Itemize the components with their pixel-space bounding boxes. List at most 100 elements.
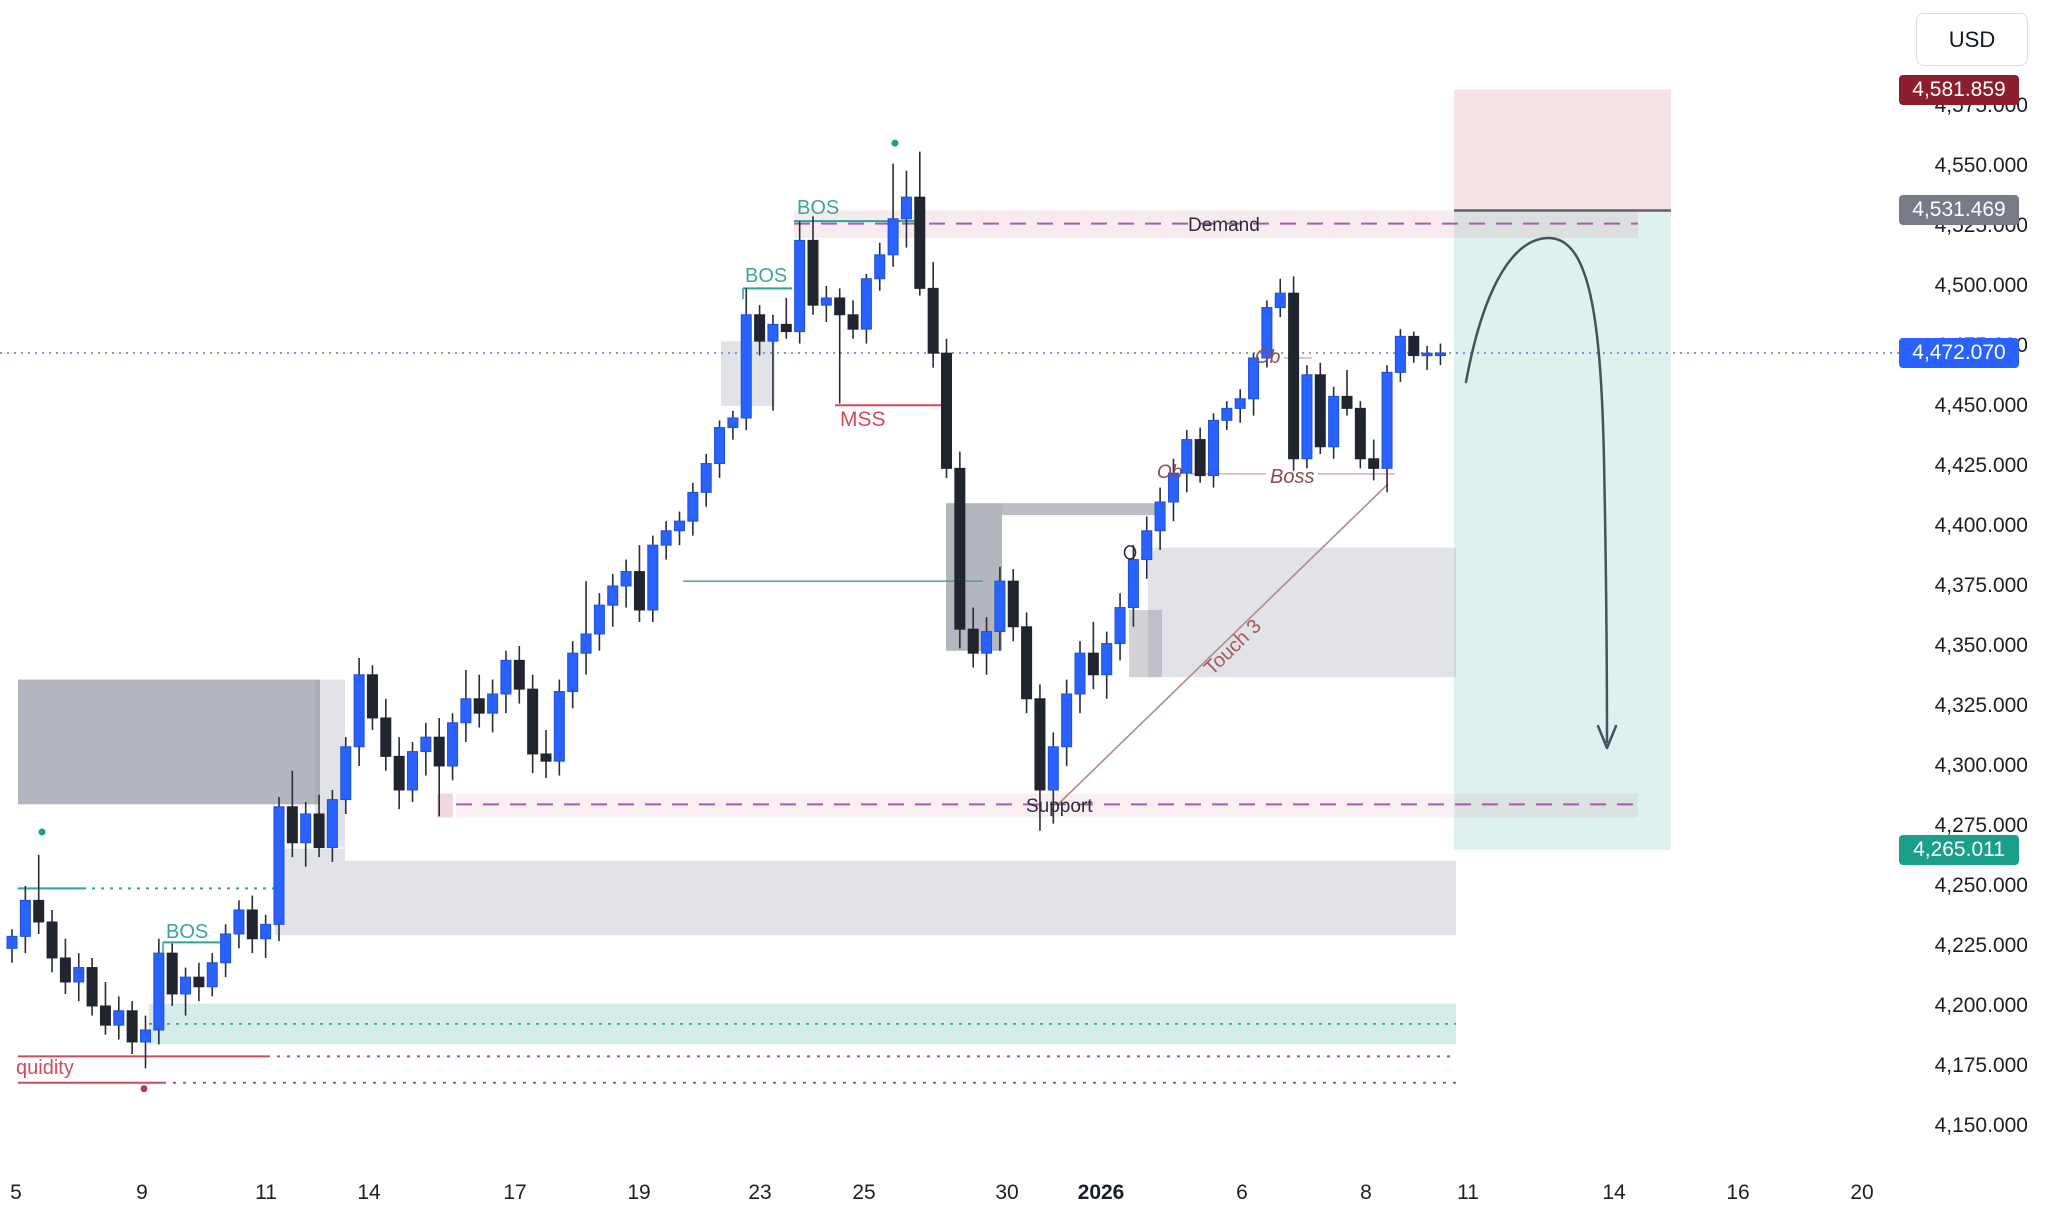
support-label[interactable]: Support — [1026, 796, 1093, 817]
candle-down — [286, 806, 298, 844]
bos-label-3[interactable]: BOS — [166, 921, 208, 943]
green-zone-bottom[interactable] — [149, 1003, 1456, 1045]
demand-label[interactable]: Demand — [1188, 215, 1260, 236]
time-tick-6: 6 — [1236, 1181, 1248, 1204]
target-zone-right[interactable] — [1454, 210, 1671, 850]
candle-up — [1047, 746, 1059, 791]
price-tick: 4,175.000 — [1934, 1053, 2028, 1077]
price-tick: 4,225.000 — [1934, 933, 2028, 957]
liquidity-label[interactable]: quidity — [16, 1057, 74, 1079]
candle-up — [19, 899, 31, 937]
candle-up — [500, 659, 512, 695]
candle-up — [1127, 559, 1139, 609]
candle-down — [1354, 407, 1366, 460]
candle-down — [1314, 374, 1326, 448]
time-tick-8: 8 — [1360, 1181, 1372, 1204]
candle-up — [1181, 439, 1193, 474]
candle-down — [126, 1010, 138, 1043]
candle-up — [1234, 398, 1246, 409]
projection-arrow[interactable] — [1464, 236, 1609, 744]
candle-down — [847, 314, 859, 330]
time-tick-14: 14 — [357, 1181, 381, 1204]
swing-high-dot-left — [38, 828, 46, 836]
candle-up — [73, 967, 85, 983]
time-tick-9: 9 — [136, 1181, 148, 1204]
supply-zone-right[interactable] — [1454, 89, 1671, 211]
time-tick-20: 20 — [1850, 1181, 1874, 1204]
ob-label-2[interactable]: Ob — [1255, 347, 1280, 368]
candle-up — [1328, 395, 1340, 448]
candle-up — [887, 218, 899, 256]
candle-down — [1194, 439, 1206, 477]
candle-up — [407, 751, 418, 791]
candle-up — [220, 933, 232, 964]
left-dark-box[interactable] — [18, 679, 320, 805]
bottom-gray-band[interactable] — [345, 860, 1456, 936]
time-tick-25: 25 — [852, 1181, 876, 1204]
candle-up — [553, 691, 565, 762]
candle-up — [820, 297, 832, 306]
candle-up — [233, 909, 245, 935]
candle-down — [834, 297, 846, 316]
candle-up — [1274, 292, 1286, 309]
mss-label[interactable]: MSS — [840, 408, 886, 431]
candle-down — [633, 571, 645, 611]
candle-down — [393, 755, 405, 791]
right-light-box[interactable] — [1148, 547, 1456, 678]
swing-high-dot-top — [891, 139, 899, 147]
candle-up — [1167, 472, 1179, 503]
time-tick-5: 5 — [10, 1181, 22, 1204]
time-tick-11: 11 — [255, 1181, 277, 1204]
candle-up — [1434, 352, 1446, 357]
ob-label-1[interactable]: Ob — [1157, 462, 1182, 483]
price-tick: 4,325.000 — [1934, 693, 2028, 717]
candle-down — [246, 909, 258, 940]
candle-up — [607, 585, 619, 606]
zone-mid-badge[interactable]: 4,531.469 — [1899, 195, 2019, 226]
candle-up — [1061, 693, 1073, 748]
candle-up — [580, 633, 592, 654]
zone-high-badge[interactable]: 4,581.859 — [1899, 74, 2019, 105]
candle-up — [206, 962, 218, 988]
right-sub-box[interactable] — [1129, 609, 1162, 678]
price-tick: 4,550.000 — [1934, 153, 2028, 177]
candle-up — [1141, 530, 1153, 561]
candle-up — [1421, 352, 1433, 357]
candle-down — [927, 287, 939, 354]
candle-down — [540, 753, 552, 762]
entry-circle-marker[interactable] — [1123, 545, 1137, 560]
candle-up — [687, 491, 699, 522]
candle-up — [300, 813, 312, 844]
candle-up — [593, 604, 605, 635]
support-band-mini[interactable] — [437, 793, 453, 818]
candle-down — [433, 736, 445, 767]
candle-up — [620, 571, 632, 587]
zone-low-badge[interactable]: 4,265.011 — [1899, 834, 2019, 865]
candle-down — [1021, 626, 1033, 700]
bottom-gray-band-left[interactable] — [275, 848, 345, 936]
candle-up — [1221, 407, 1233, 421]
bos-label-2[interactable]: BOS — [745, 265, 787, 287]
candle-up — [714, 427, 726, 465]
liquidity-sweep-dot — [140, 1085, 148, 1093]
mid-dark-strip[interactable] — [1002, 503, 1162, 516]
candle-down — [1087, 652, 1099, 676]
candle-down — [1034, 698, 1046, 791]
candle-down — [366, 674, 378, 719]
candle-up — [353, 674, 365, 748]
bos-label-1[interactable]: BOS — [797, 197, 839, 219]
price-tick: 4,500.000 — [1934, 273, 2028, 297]
time-tick-2026: 2026 — [1077, 1181, 1125, 1204]
currency-button[interactable]: USD — [1916, 13, 2028, 66]
support-band[interactable] — [456, 793, 1638, 818]
price-tick: 4,275.000 — [1934, 813, 2028, 837]
boss-label[interactable]: Boss — [1270, 466, 1314, 488]
time-tick-17: 17 — [503, 1181, 527, 1204]
candle-up — [660, 530, 672, 546]
time-tick-30: 30 — [995, 1181, 1019, 1204]
touch-trendline[interactable] — [1057, 483, 1389, 805]
last-price-badge[interactable]: 4,472.070 — [1899, 338, 2019, 368]
candle-down — [33, 899, 45, 923]
